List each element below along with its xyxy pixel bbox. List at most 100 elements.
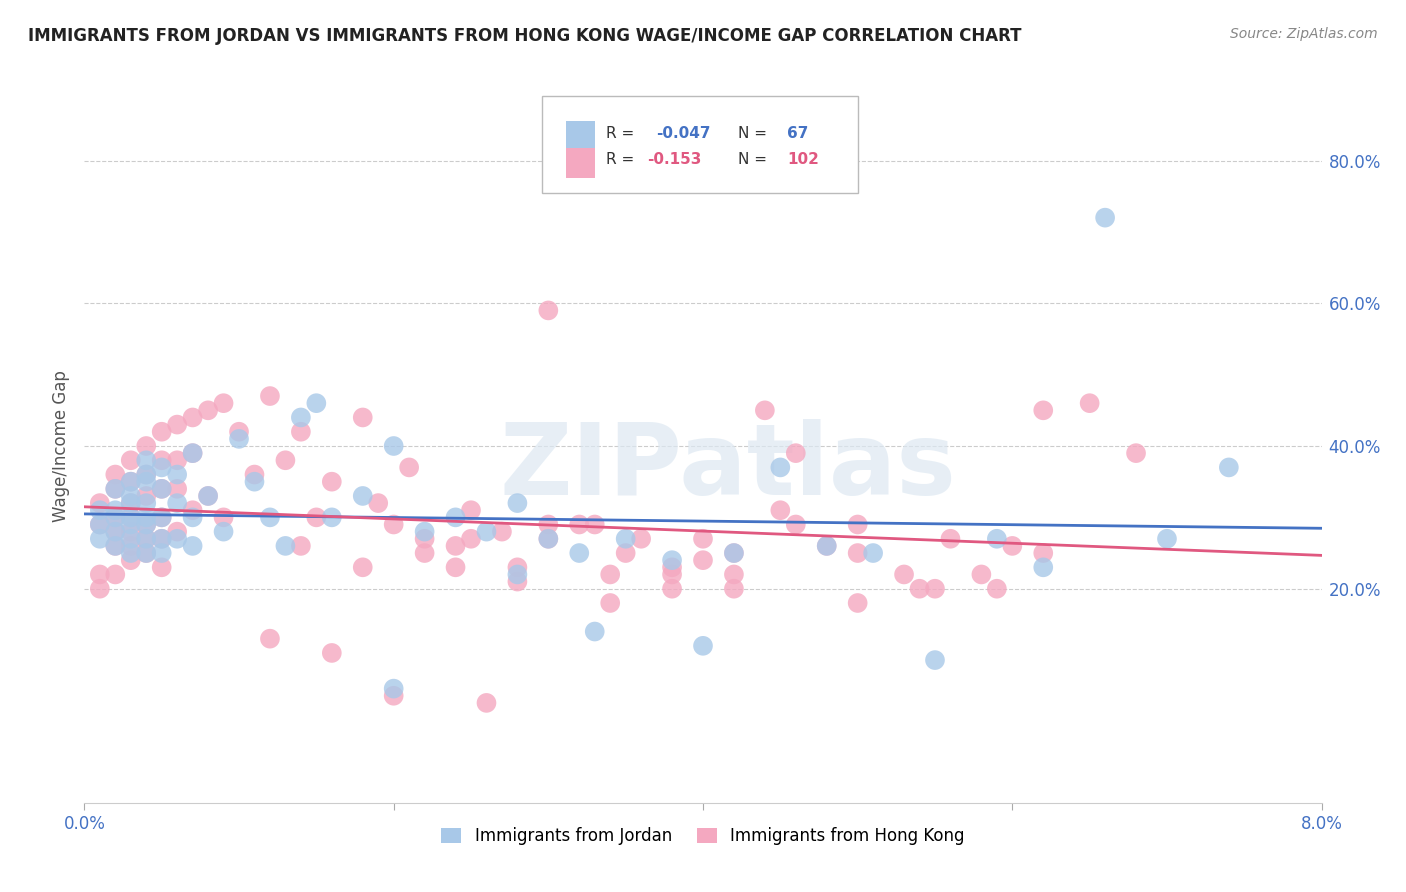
Point	[150, 482, 173, 496]
Point	[197, 489, 219, 503]
Point	[537, 532, 560, 546]
Point	[120, 510, 142, 524]
Point	[89, 582, 111, 596]
Point	[89, 496, 111, 510]
Point	[1218, 460, 1240, 475]
Point	[135, 475, 157, 489]
Point	[382, 681, 405, 696]
Point	[321, 510, 343, 524]
FancyBboxPatch shape	[565, 120, 595, 151]
Point	[413, 524, 436, 539]
Point	[166, 524, 188, 539]
Point	[150, 453, 173, 467]
Point	[228, 425, 250, 439]
Point	[568, 517, 591, 532]
Point	[150, 510, 173, 524]
Text: -0.047: -0.047	[657, 126, 710, 141]
Point	[197, 489, 219, 503]
Point	[89, 517, 111, 532]
Text: 102: 102	[787, 153, 820, 168]
Point	[352, 410, 374, 425]
Point	[692, 553, 714, 567]
Point	[274, 453, 297, 467]
Point	[692, 532, 714, 546]
Point	[104, 510, 127, 524]
Point	[661, 567, 683, 582]
Point	[460, 532, 482, 546]
Point	[444, 560, 467, 574]
Point	[1156, 532, 1178, 546]
Point	[583, 517, 606, 532]
Point	[212, 510, 235, 524]
Point	[986, 532, 1008, 546]
Point	[599, 567, 621, 582]
Point	[166, 496, 188, 510]
Point	[166, 417, 188, 432]
Text: IMMIGRANTS FROM JORDAN VS IMMIGRANTS FROM HONG KONG WAGE/INCOME GAP CORRELATION : IMMIGRANTS FROM JORDAN VS IMMIGRANTS FRO…	[28, 27, 1022, 45]
Point	[150, 532, 173, 546]
Text: Source: ZipAtlas.com: Source: ZipAtlas.com	[1230, 27, 1378, 41]
Point	[150, 482, 173, 496]
Point	[924, 653, 946, 667]
Point	[290, 539, 312, 553]
Text: R =: R =	[606, 126, 634, 141]
Point	[506, 567, 529, 582]
Point	[785, 517, 807, 532]
Point	[150, 532, 173, 546]
Point	[568, 546, 591, 560]
Point	[321, 475, 343, 489]
Point	[599, 596, 621, 610]
Point	[986, 582, 1008, 596]
Point	[1032, 560, 1054, 574]
Point	[120, 453, 142, 467]
Point	[135, 489, 157, 503]
Point	[382, 689, 405, 703]
Point	[475, 524, 498, 539]
Point	[135, 517, 157, 532]
Point	[135, 510, 157, 524]
Point	[120, 496, 142, 510]
Point	[135, 532, 157, 546]
Point	[150, 460, 173, 475]
Point	[181, 503, 204, 517]
Point	[212, 396, 235, 410]
Point	[352, 560, 374, 574]
Point	[243, 475, 266, 489]
Point	[352, 489, 374, 503]
Point	[939, 532, 962, 546]
Point	[908, 582, 931, 596]
Point	[89, 517, 111, 532]
Point	[382, 439, 405, 453]
Point	[1078, 396, 1101, 410]
Point	[89, 567, 111, 582]
Point	[104, 503, 127, 517]
Point	[135, 467, 157, 482]
Point	[135, 496, 157, 510]
Point	[723, 546, 745, 560]
Point	[135, 467, 157, 482]
Text: N =: N =	[738, 126, 766, 141]
Point	[135, 439, 157, 453]
Point	[846, 517, 869, 532]
Point	[243, 467, 266, 482]
Point	[228, 432, 250, 446]
Point	[104, 482, 127, 496]
Point	[769, 503, 792, 517]
Legend: Immigrants from Jordan, Immigrants from Hong Kong: Immigrants from Jordan, Immigrants from …	[434, 821, 972, 852]
Point	[924, 582, 946, 596]
Point	[212, 524, 235, 539]
Point	[692, 639, 714, 653]
Point	[506, 560, 529, 574]
Point	[197, 403, 219, 417]
Point	[815, 539, 838, 553]
Point	[166, 532, 188, 546]
Point	[104, 539, 127, 553]
Point	[120, 546, 142, 560]
Point	[846, 546, 869, 560]
Point	[166, 482, 188, 496]
Point	[120, 510, 142, 524]
Point	[367, 496, 389, 510]
Point	[305, 396, 328, 410]
Point	[181, 446, 204, 460]
Point	[537, 532, 560, 546]
